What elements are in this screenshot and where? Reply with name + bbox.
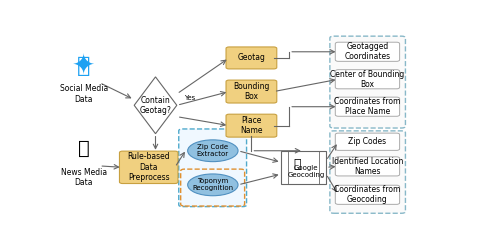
Text: ✦: ✦ [72, 51, 96, 79]
Text: Coordinates from
Geocoding: Coordinates from Geocoding [334, 185, 400, 204]
FancyBboxPatch shape [226, 80, 277, 103]
Bar [282, 151, 326, 184]
Text: 📍: 📍 [293, 157, 300, 170]
Ellipse shape [188, 174, 238, 196]
Text: Rule-based
Data
Preprocess: Rule-based Data Preprocess [128, 153, 170, 182]
FancyBboxPatch shape [179, 129, 246, 207]
Text: Yes: Yes [184, 95, 196, 101]
Text: News Media
Data: News Media Data [61, 168, 107, 187]
Text: Bounding
Box: Bounding Box [233, 82, 270, 101]
Text: Geotag: Geotag [238, 53, 266, 62]
Text: Google
Geocoding: Google Geocoding [288, 165, 325, 178]
FancyBboxPatch shape [336, 97, 400, 116]
Text: Toponym
Recognition: Toponym Recognition [192, 178, 234, 191]
FancyBboxPatch shape [226, 114, 277, 137]
FancyBboxPatch shape [226, 47, 277, 69]
Text: Zip Code
Extractor: Zip Code Extractor [197, 144, 229, 157]
Text: Identified Location
Names: Identified Location Names [332, 157, 403, 176]
FancyBboxPatch shape [120, 151, 178, 184]
Ellipse shape [188, 140, 238, 162]
Text: Contain
Geotag?: Contain Geotag? [140, 96, 172, 115]
FancyBboxPatch shape [330, 131, 406, 213]
Text: Geotagged
Coordinates: Geotagged Coordinates [344, 42, 391, 62]
Text: 🐦: 🐦 [77, 56, 90, 76]
Text: Coordinates from
Place Name: Coordinates from Place Name [334, 97, 400, 116]
Text: 🦚: 🦚 [78, 139, 90, 158]
Text: Zip Codes: Zip Codes [348, 137, 387, 146]
Text: Social Media
Data: Social Media Data [60, 84, 108, 104]
FancyBboxPatch shape [330, 36, 406, 128]
FancyBboxPatch shape [336, 157, 400, 176]
FancyBboxPatch shape [336, 133, 400, 150]
Polygon shape [134, 77, 177, 134]
Text: Center of Bounding
Box: Center of Bounding Box [330, 70, 404, 89]
Text: Place
Name: Place Name [240, 116, 262, 135]
FancyBboxPatch shape [336, 70, 400, 89]
FancyBboxPatch shape [336, 185, 400, 204]
FancyBboxPatch shape [336, 42, 400, 61]
